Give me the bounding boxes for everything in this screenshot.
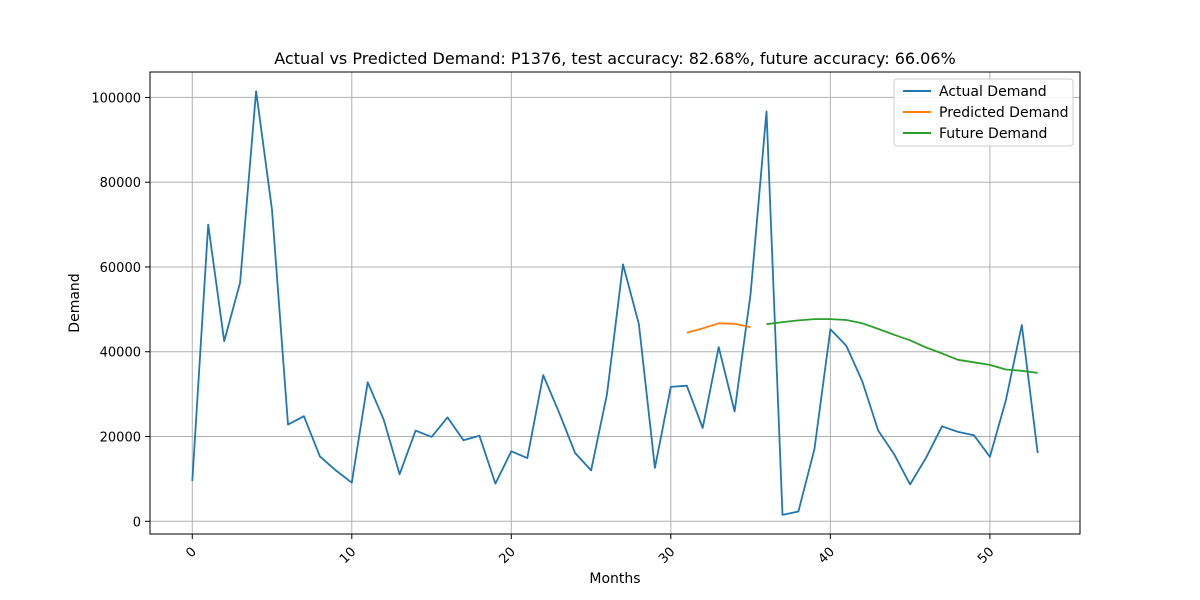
y-tick-label: 100000 — [91, 91, 141, 106]
legend-label-0: Actual Demand — [939, 84, 1047, 100]
x-tick-label: 40 — [816, 545, 838, 567]
legend-label-1: Predicted Demand — [939, 105, 1069, 121]
x-tick-label: 30 — [656, 545, 678, 567]
legend-box — [893, 78, 1074, 147]
y-tick-label: 40000 — [100, 346, 141, 361]
x-axis-label: Months — [589, 571, 640, 587]
y-axis-label: Demand — [67, 273, 83, 332]
y-axis-ticks: 0 20000 40000 60000 80000 100000 — [91, 91, 150, 530]
x-tick-label: 50 — [975, 545, 997, 567]
series-line-2 — [766, 318, 1038, 374]
chart-title: Actual vs Predicted Demand: P1376, test … — [274, 49, 956, 68]
x-axis-ticks: 0 10 20 30 40 50 — [183, 534, 997, 567]
plot-frame — [149, 71, 1081, 535]
y-tick-label: 20000 — [100, 431, 141, 446]
y-tick-label: 80000 — [100, 176, 141, 191]
x-tick-label: 10 — [337, 545, 359, 567]
x-tick-label: 0 — [183, 545, 199, 561]
series-line-1 — [686, 322, 751, 334]
legend: Actual Demand Predicted Demand Future Dema… — [893, 78, 1074, 147]
y-tick-label: 60000 — [100, 261, 141, 276]
series-line-0 — [191, 90, 1039, 516]
y-tick-label: 0 — [133, 515, 141, 530]
grid — [150, 72, 1080, 534]
x-tick-label: 20 — [497, 545, 519, 567]
series-lines — [191, 90, 1039, 516]
legend-label-2: Future Demand — [939, 126, 1047, 142]
